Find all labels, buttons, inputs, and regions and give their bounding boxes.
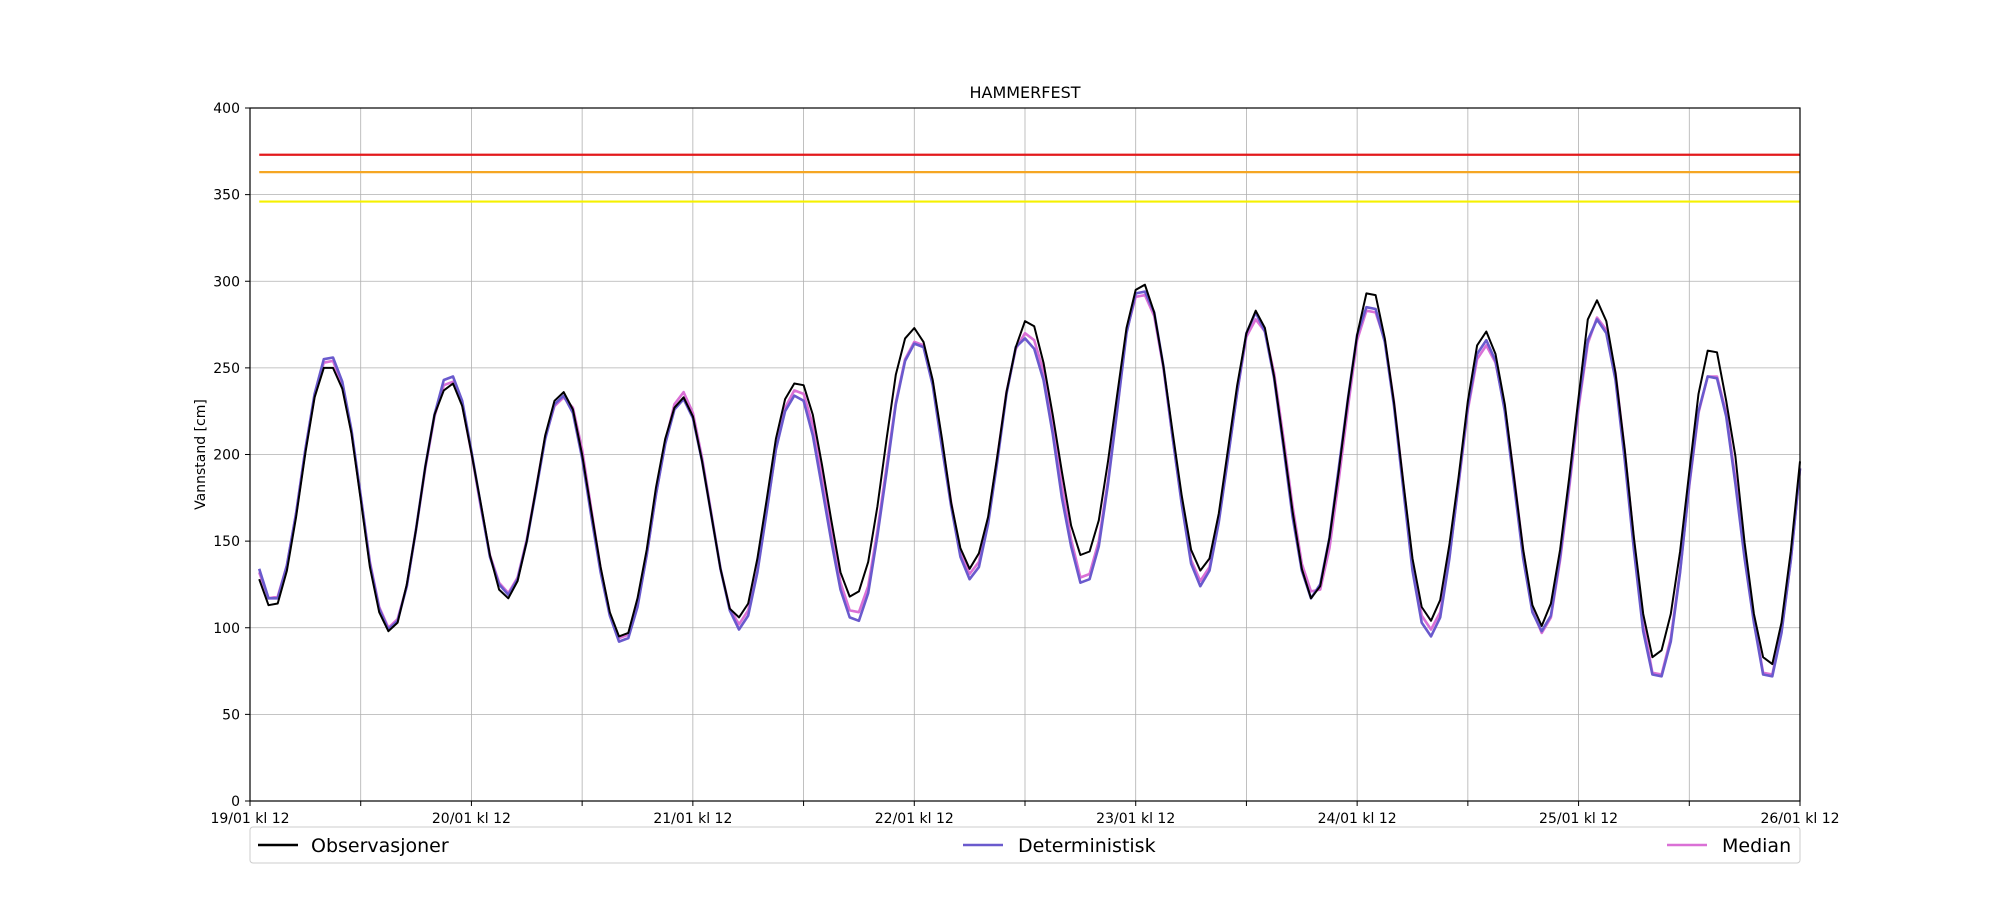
legend-entry: Median (1722, 835, 1791, 857)
legend-entry: Deterministisk (1018, 835, 1156, 857)
y-tick-label: 400 (213, 101, 240, 117)
x-tick-label: 23/01 kl 12 (1096, 811, 1175, 827)
y-tick-label: 250 (213, 361, 240, 377)
x-tick-label: 21/01 kl 12 (653, 811, 732, 827)
series-lines (257, 283, 1802, 678)
legend-box (249, 826, 1801, 864)
x-tick-label: 19/01 kl 12 (210, 811, 289, 827)
chart-title: HAMMERFEST (969, 83, 1080, 102)
threshold-lines (259, 153, 1800, 203)
x-tick-label: 24/01 kl 12 (1318, 811, 1397, 827)
axes: 0 50 100 150 200 250 300 350 400 19/01 kl 12 20/01… (210, 101, 1839, 827)
y-tick-label: 100 (213, 621, 240, 637)
y-tick-label: 200 (213, 448, 240, 464)
y-tick-label: 50 (222, 707, 240, 723)
legend: Observasjoner Deterministisk Median (249, 826, 1801, 864)
x-tick-label: 26/01 kl 12 (1760, 811, 1839, 827)
x-tick-label: 25/01 kl 12 (1539, 811, 1618, 827)
x-tick-label: 20/01 kl 12 (432, 811, 511, 827)
series-line-observasjoner (258, 283, 1801, 666)
x-tick-label: 22/01 kl 12 (875, 811, 954, 827)
y-tick-label: 350 (213, 188, 240, 204)
legend-entry: Observasjoner (311, 835, 449, 857)
y-tick-label: 0 (231, 794, 240, 810)
y-axis-label: Vannstand [cm] (193, 399, 209, 510)
y-tick-label: 150 (213, 534, 240, 550)
y-tick-label: 300 (213, 274, 240, 290)
